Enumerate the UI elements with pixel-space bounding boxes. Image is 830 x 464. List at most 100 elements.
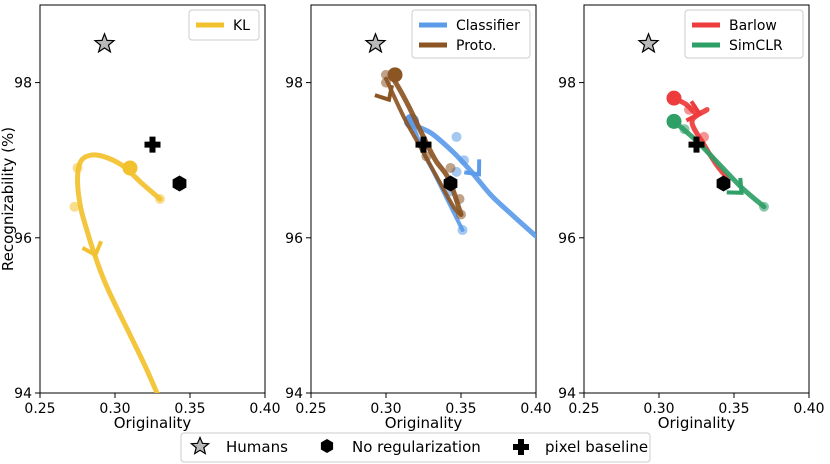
plot-area [69,32,187,393]
legend-item: SimCLR [692,38,783,54]
direction-arrow [374,84,394,103]
data-layer [364,32,536,239]
plot-area [364,32,536,239]
y-tick-label: 98 [558,76,576,92]
legend-label: pixel baseline [545,438,648,456]
legend-item-humans: Humans [189,435,288,456]
x-tick-label: 0.30 [99,401,130,417]
legend-label: Classifier [456,18,520,34]
data-point [72,162,83,173]
x-axis-label: Originality [385,414,463,432]
legend-item-pixel-baseline: pixel baseline [513,438,648,456]
data-layer [637,32,769,212]
y-tick-label: 94 [14,386,32,402]
humans-marker [93,32,116,54]
y-tick-label: 94 [285,386,303,402]
plus-icon [513,439,529,455]
plot-frame [39,4,266,394]
legend-label: Humans [226,438,288,456]
legend-item: Barlow [692,18,777,34]
legend-item: Classifier [419,18,520,34]
x-tick-label: 0.35 [718,401,749,417]
y-axis-label: Recognizability (%) [0,127,17,271]
direction-arrow [464,159,482,177]
data-point [69,201,80,212]
series-simclr [666,113,769,212]
x-tick-label: 0.30 [643,401,674,417]
x-tick-label: 0.35 [174,401,205,417]
x-axis-label: Originality [658,414,736,432]
legend: Barlow SimCLR [684,9,804,59]
data-point [421,151,432,162]
humans-marker [637,32,660,54]
plot-frame [583,4,810,394]
y-tick-label: 96 [558,231,576,247]
humans-marker [364,32,387,54]
x-tick-label: 0.25 [568,401,599,417]
legend-item-no-regularization: No regularization [320,438,481,456]
legend-item: Proto. [419,38,496,54]
x-tick-label: 0.40 [520,401,551,417]
bottom-legend: Humans No regularization pixel baseline [180,432,651,463]
x-axis-label: Originality [114,414,192,432]
data-point [456,209,466,220]
panel-middle: 0.25 0.30 0.35 0.40 94 96 98 Originality Class… [285,4,552,432]
no-regularization-marker [716,175,731,192]
y-tick-label: 94 [558,386,576,402]
plot-frame [310,4,537,394]
start-point [666,90,682,106]
plot-area [637,32,769,212]
x-tick-label: 0.35 [445,401,476,417]
start-point [666,113,682,129]
hexagon-icon [320,439,334,453]
direction-arrow [685,100,703,123]
axes: 0.25 0.30 0.35 0.40 94 96 98 [285,76,551,417]
data-point [459,155,469,166]
data-point [699,131,709,142]
data-point [451,131,462,142]
data-point [445,162,456,173]
data-point [759,201,769,212]
x-tick-label: 0.25 [295,401,326,417]
y-tick-label: 96 [285,231,303,247]
x-tick-label: 0.40 [249,401,280,417]
data-point [155,194,165,204]
data-point [457,225,468,236]
y-tick-label: 98 [14,76,32,92]
pixel-baseline-marker [144,136,161,153]
start-point [387,67,403,83]
star-icon [189,435,211,455]
x-tick-label: 0.25 [24,401,55,417]
legend-label: Barlow [729,18,777,34]
series-line [671,118,767,210]
y-tick-label: 96 [14,231,32,247]
legend-frame [180,432,651,463]
pixel-baseline-marker [415,136,432,153]
axes: 0.25 0.30 0.35 0.40 94 96 98 [558,76,824,417]
legend-label: Proto. [456,38,496,54]
legend: KL [188,9,260,41]
series-kl [69,152,165,393]
x-tick-label: 0.30 [370,401,401,417]
direction-arrow [726,177,744,195]
series-line [75,152,163,393]
x-tick-label: 0.40 [793,401,824,417]
legend-item: KL [196,18,250,34]
data-layer [69,32,187,393]
panel-left: 0.25 0.30 0.35 0.40 94 96 98 Originality Recog… [0,4,281,432]
data-point [381,77,391,88]
y-tick-label: 98 [285,76,303,92]
no-regularization-marker [172,175,187,192]
axes: 0.25 0.30 0.35 0.40 94 96 98 [14,76,280,417]
direction-arrow [81,240,103,258]
panel-right: 0.25 0.30 0.35 0.40 94 96 98 Originality Barlo… [558,4,825,432]
legend-label: SimCLR [729,38,783,54]
legend: Classifier Proto. [411,9,531,59]
legend-label: No regularization [352,438,481,456]
data-point [684,104,694,115]
start-point [122,160,138,176]
no-regularization-marker [443,175,458,192]
data-point [679,124,690,135]
pixel-baseline-marker [688,136,705,153]
